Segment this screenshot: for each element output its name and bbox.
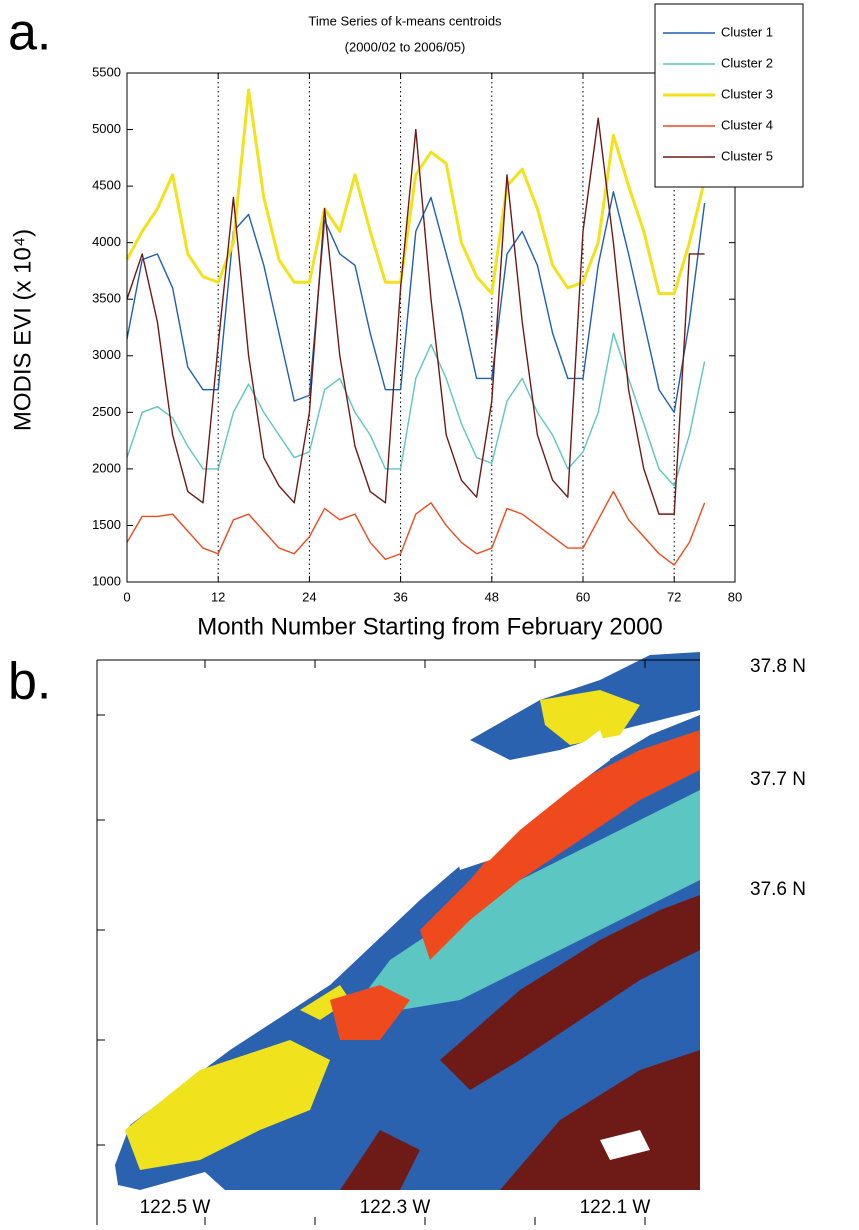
- lon-label: 122.1 W: [580, 1197, 651, 1218]
- y-tick-label: 5000: [92, 121, 121, 136]
- lat-label: 37.6 N: [750, 879, 806, 900]
- map-water: [600, 1130, 650, 1160]
- map: 37.8 N 37.7 N 37.6 N 122.5 W 122.3 W 122…: [96, 652, 806, 1225]
- y-tick-label: 4000: [92, 234, 121, 249]
- panel-label: a.: [8, 4, 51, 62]
- series-line: [126, 332, 706, 487]
- x-tick-label: 48: [485, 589, 499, 604]
- y-tick-label: 2000: [92, 460, 121, 475]
- x-tick-label: 60: [576, 589, 590, 604]
- x-tick-label: 72: [667, 589, 681, 604]
- legend-label: Cluster 5: [721, 148, 773, 163]
- series-line: [126, 191, 706, 414]
- map-region: [540, 690, 640, 745]
- y-tick-label: 5500: [92, 64, 121, 79]
- legend: Cluster 1 Cluster 2 Cluster 3 Cluster 4 Clus…: [654, 3, 804, 188]
- lat-label: 37.8 N: [750, 656, 806, 677]
- lat-label: 37.7 N: [750, 769, 806, 790]
- x-tick-label: 0: [123, 589, 130, 604]
- x-tick-label: 24: [302, 589, 316, 604]
- legend-label: Cluster 1: [721, 24, 773, 39]
- y-axis-label: MODIS EVI (x 10⁴): [9, 229, 36, 431]
- x-tick-label: 36: [393, 589, 407, 604]
- chart-title: Time Series of k-means centroids: [308, 13, 502, 28]
- y-tick-label: 1000: [92, 573, 121, 588]
- y-tick-label: 3000: [92, 347, 121, 362]
- panel-label: b.: [8, 653, 51, 711]
- map-region: [440, 895, 700, 1090]
- map-region: [125, 1040, 330, 1170]
- plot-frame: [126, 72, 736, 583]
- chart-subtitle: (2000/02 to 2006/05): [345, 39, 466, 54]
- legend-label: Cluster 4: [721, 117, 773, 132]
- series-line: [126, 117, 705, 515]
- y-tick-label: 2500: [92, 404, 121, 419]
- series-line: [126, 490, 706, 566]
- x-tick-label: 80: [728, 589, 742, 604]
- map-region: [420, 730, 700, 960]
- map-region: [340, 1130, 420, 1190]
- legend-label: Cluster 3: [721, 86, 773, 101]
- y-tick-label: 1500: [92, 517, 121, 532]
- lon-label: 122.5 W: [140, 1197, 211, 1218]
- series-line: [125, 88, 707, 296]
- map-region: [300, 985, 350, 1020]
- lon-label: 122.3 W: [360, 1197, 431, 1218]
- map-region: [500, 1050, 700, 1190]
- map-region: [330, 985, 410, 1040]
- y-tick-label: 4500: [92, 178, 121, 193]
- map-region: [360, 790, 700, 1010]
- x-tick-label: 12: [211, 589, 225, 604]
- y-tick-label: 3500: [92, 291, 121, 306]
- map-water: [450, 730, 610, 870]
- x-axis-label: Month Number Starting from February 2000: [197, 613, 663, 640]
- legend-label: Cluster 2: [721, 55, 773, 70]
- map-ticks: [97, 660, 646, 1225]
